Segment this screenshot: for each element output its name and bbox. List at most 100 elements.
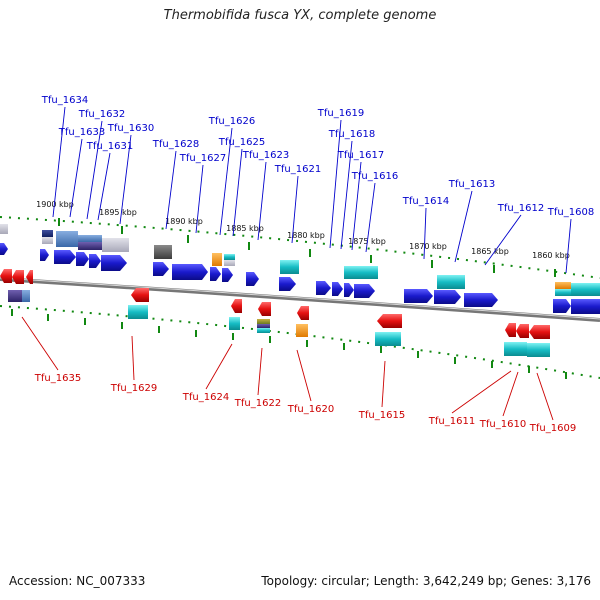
forward-leader-line — [423, 207, 427, 260]
reverse-leader-line — [131, 335, 135, 381]
reverse-gene-labels: Tfu_1635 Tfu_1629 Tfu_1624 Tfu_1622 Tfu_1620… — [34, 373, 576, 434]
feature-block — [224, 254, 235, 260]
reverse-gene-arrows — [0, 269, 550, 339]
forward-leader-line — [351, 161, 362, 251]
forward-gene-arrow — [404, 289, 433, 303]
feature-block — [296, 324, 308, 337]
reverse-gene-label[interactable]: Tfu_1629 — [110, 383, 157, 394]
reverse-gene-label[interactable]: Tfu_1624 — [182, 392, 229, 403]
forward-gene-arrow — [89, 254, 101, 268]
forward-gene-label[interactable]: Tfu_1625 — [218, 137, 265, 148]
forward-gene-arrow — [246, 272, 259, 286]
feature-block — [555, 289, 571, 296]
reverse-gene-arrow — [505, 323, 516, 337]
forward-gene-arrow — [279, 277, 296, 291]
forward-gene-label[interactable]: Tfu_1626 — [208, 116, 255, 127]
forward-gene-label[interactable]: Tfu_1628 — [152, 139, 199, 150]
forward-leader-line — [97, 152, 111, 221]
feature-block — [257, 324, 270, 328]
scale-label: 1895 kbp — [99, 208, 137, 217]
feature-block — [8, 290, 22, 302]
feature-block — [555, 282, 571, 289]
scale-label: 1860 kbp — [532, 251, 570, 260]
feature-block — [22, 290, 30, 302]
feature-block — [128, 305, 148, 319]
reverse-leader-line — [381, 360, 386, 408]
genome-backbone-highlight — [0, 277, 600, 320]
reverse-gene-arrow — [258, 302, 271, 316]
feature-block — [42, 230, 53, 237]
forward-gene-label[interactable]: Tfu_1621 — [274, 164, 321, 175]
reverse-leader-line — [296, 349, 312, 402]
reverse-gene-arrow — [0, 269, 12, 283]
forward-gene-label[interactable]: Tfu_1616 — [351, 171, 398, 182]
scale-label: 1890 kbp — [165, 217, 203, 226]
forward-gene-arrow — [464, 293, 498, 307]
feature-block — [344, 266, 378, 279]
forward-gene-arrow — [316, 281, 331, 295]
forward-leader-line — [257, 161, 267, 241]
forward-gene-label[interactable]: Tfu_1612 — [497, 203, 544, 214]
feature-block — [212, 253, 222, 266]
forward-gene-label[interactable]: Tfu_1608 — [547, 207, 594, 218]
feature-block — [102, 238, 129, 252]
scale-label: 1885 kbp — [226, 224, 264, 233]
forward-gene-label[interactable]: Tfu_1634 — [41, 95, 88, 106]
forward-gene-label[interactable]: Tfu_1613 — [448, 179, 495, 190]
reverse-leader-line — [257, 347, 263, 396]
feature-block — [571, 283, 600, 296]
forward-gene-label[interactable]: Tfu_1623 — [242, 150, 289, 161]
scale-label: 1870 kbp — [409, 242, 447, 251]
forward-leader-line — [291, 175, 299, 244]
forward-leader-line — [484, 214, 522, 266]
forward-gene-arrow — [210, 267, 221, 281]
forward-gene-label[interactable]: Tfu_1627 — [179, 153, 226, 164]
genome-title: Thermobifida fusca YX, complete genome — [163, 8, 437, 23]
accession-text: Accession: NC_007333 — [9, 574, 146, 588]
forward-gene-label[interactable]: Tfu_1631 — [86, 141, 133, 152]
forward-gene-label[interactable]: Tfu_1619 — [317, 108, 364, 119]
scale-label: 1865 kbp — [471, 247, 509, 256]
reverse-gene-label[interactable]: Tfu_1609 — [529, 423, 576, 434]
forward-gene-arrow — [553, 299, 571, 313]
reverse-gene-label[interactable]: Tfu_1610 — [479, 419, 526, 430]
reverse-gene-label[interactable]: Tfu_1622 — [234, 398, 281, 409]
feature-block — [154, 245, 172, 259]
forward-gene-label[interactable]: Tfu_1617 — [337, 150, 384, 161]
reverse-leader-line — [502, 371, 519, 417]
reverse-gene-label[interactable]: Tfu_1620 — [287, 404, 334, 415]
reverse-gene-arrow — [26, 270, 33, 284]
reverse-leader-line — [536, 372, 554, 421]
forward-leader-line — [565, 218, 572, 274]
feature-block — [0, 224, 8, 234]
reverse-gene-label[interactable]: Tfu_1615 — [358, 410, 405, 421]
forward-gene-arrow — [222, 268, 233, 282]
forward-gene-arrows — [0, 243, 600, 314]
forward-gene-label[interactable]: Tfu_1632 — [78, 109, 125, 120]
feature-block — [78, 242, 102, 250]
reverse-leader-line — [451, 370, 512, 414]
forward-leader-line — [52, 106, 66, 218]
forward-gene-label[interactable]: Tfu_1614 — [402, 196, 449, 207]
label-leader-lines — [21, 106, 572, 421]
forward-gene-label[interactable]: Tfu_1633 — [58, 127, 105, 138]
feature-block — [229, 317, 240, 330]
reverse-gene-arrow — [231, 299, 242, 313]
reverse-gene-label[interactable]: Tfu_1611 — [428, 416, 475, 427]
forward-gene-label[interactable]: Tfu_1618 — [328, 129, 375, 140]
forward-leader-line — [165, 150, 177, 230]
reverse-gene-label[interactable]: Tfu_1635 — [34, 373, 81, 384]
major-ticks — [11, 218, 567, 379]
forward-leader-line — [119, 134, 132, 225]
forward-leader-line — [86, 120, 103, 220]
forward-gene-arrow — [172, 264, 208, 280]
forward-gene-arrow — [40, 249, 49, 261]
reverse-gene-arrow — [12, 270, 24, 284]
forward-leader-line — [454, 190, 473, 263]
forward-gene-arrow — [344, 283, 354, 297]
feature-block — [257, 319, 270, 324]
forward-leader-line — [219, 127, 233, 236]
feature-block — [224, 260, 235, 266]
forward-gene-label[interactable]: Tfu_1630 — [107, 123, 154, 134]
